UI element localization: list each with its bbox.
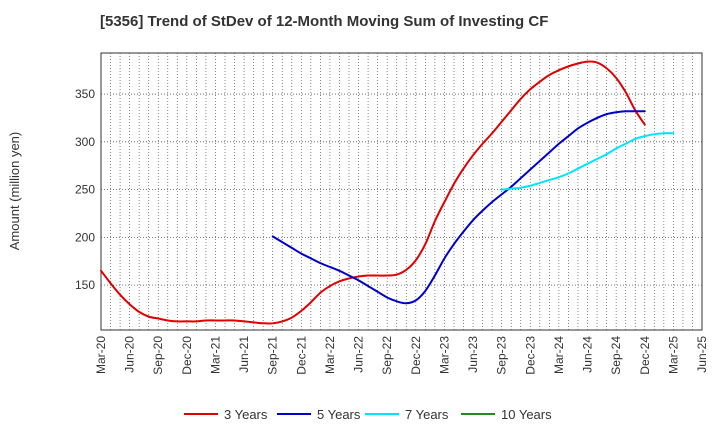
- x-tick-label: Sep-21: [266, 336, 280, 375]
- x-tick-label: Jun-25: [695, 336, 709, 373]
- x-tick-label: Dec-21: [294, 336, 308, 375]
- y-tick-label: 350: [75, 87, 95, 101]
- y-tick-label: 150: [75, 278, 95, 292]
- x-tick-label: Jun-22: [352, 336, 366, 373]
- x-tick-label: Sep-24: [609, 336, 623, 375]
- legend-label-10-years: 10 Years: [501, 407, 552, 422]
- x-axis-ticks: Mar-20 Jun-20 Sep-20 Dec-20 Mar-21 Jun-21 Sep-…: [94, 336, 709, 375]
- x-tick-label: Mar-23: [437, 336, 451, 374]
- series-line-3-years: [100, 60, 646, 325]
- x-tick-label: Dec-23: [523, 336, 537, 375]
- legend-label-7-years: 7 Years: [405, 407, 449, 422]
- legend: 3 Years 5 Years 7 Years 10 Years: [184, 407, 552, 422]
- plot-area: [100, 52, 703, 331]
- x-tick-label: Mar-25: [666, 336, 680, 374]
- x-tick-label: Jun-20: [123, 336, 137, 373]
- series-line-7-years: [500, 132, 675, 191]
- x-tick-label: Sep-23: [495, 336, 509, 375]
- y-tick-label: 300: [75, 135, 95, 149]
- x-tick-label: Mar-21: [208, 336, 222, 374]
- series-lines: [100, 60, 675, 325]
- series-line-5-years: [271, 110, 646, 305]
- x-tick-label: Jun-21: [237, 336, 251, 373]
- legend-label-3-years: 3 Years: [224, 407, 268, 422]
- plot-grid: [101, 53, 702, 330]
- x-tick-label: Mar-20: [94, 336, 108, 374]
- x-tick-label: Mar-22: [323, 336, 337, 374]
- x-tick-label: Dec-22: [409, 336, 423, 375]
- y-axis-label: Amount (million yen): [7, 132, 22, 251]
- x-tick-label: Sep-22: [380, 336, 394, 375]
- y-axis-ticks: 150 200 250 300 350: [75, 87, 95, 292]
- legend-label-5-years: 5 Years: [317, 407, 361, 422]
- x-tick-label: Mar-24: [552, 336, 566, 374]
- x-tick-label: Sep-20: [151, 336, 165, 375]
- x-tick-label: Jun-24: [581, 336, 595, 373]
- y-tick-label: 200: [75, 230, 95, 244]
- chart-title: [5356] Trend of StDev of 12-Month Moving…: [100, 13, 548, 30]
- x-tick-label: Dec-24: [638, 336, 652, 375]
- x-tick-label: Jun-23: [466, 336, 480, 373]
- y-tick-label: 250: [75, 183, 95, 197]
- x-tick-label: Dec-20: [180, 336, 194, 375]
